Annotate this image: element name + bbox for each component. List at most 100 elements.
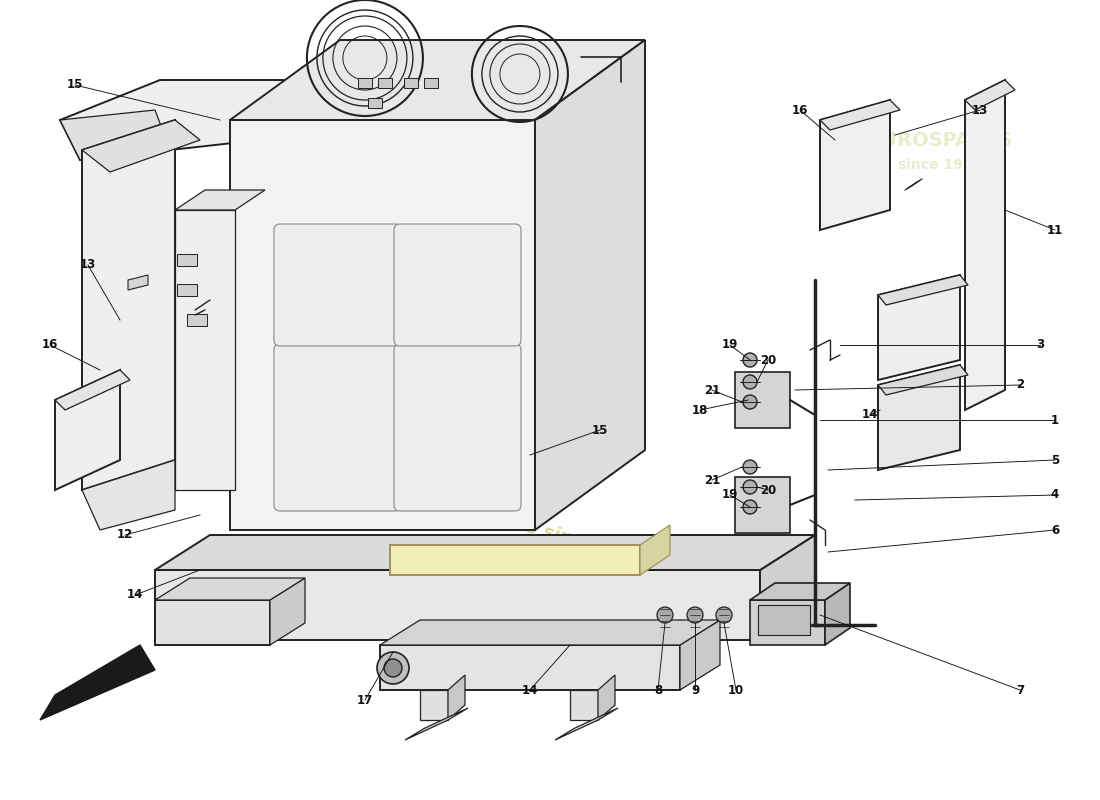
Polygon shape	[60, 80, 440, 160]
Text: 21: 21	[704, 383, 720, 397]
Polygon shape	[82, 120, 200, 172]
Polygon shape	[230, 40, 645, 120]
Polygon shape	[40, 645, 155, 720]
Polygon shape	[556, 708, 618, 740]
Polygon shape	[175, 210, 235, 490]
Text: 8: 8	[653, 683, 662, 697]
Polygon shape	[155, 600, 270, 645]
Text: EUROSPARES: EUROSPARES	[868, 130, 1012, 150]
Text: 14: 14	[126, 589, 143, 602]
Circle shape	[688, 607, 703, 623]
Text: 19: 19	[722, 338, 738, 351]
Polygon shape	[390, 545, 640, 575]
Polygon shape	[404, 78, 418, 88]
Text: 17: 17	[356, 694, 373, 706]
Polygon shape	[155, 570, 760, 640]
Polygon shape	[735, 372, 790, 428]
Text: 15: 15	[592, 423, 608, 437]
Polygon shape	[270, 578, 305, 645]
Polygon shape	[55, 370, 130, 410]
Polygon shape	[424, 78, 438, 88]
Polygon shape	[760, 535, 815, 640]
Circle shape	[742, 460, 757, 474]
Text: 18: 18	[692, 403, 708, 417]
Text: 6: 6	[1050, 523, 1059, 537]
Text: 13: 13	[80, 258, 96, 271]
Circle shape	[657, 607, 673, 623]
Text: 14: 14	[521, 683, 538, 697]
Polygon shape	[640, 525, 670, 575]
Polygon shape	[820, 100, 900, 130]
Polygon shape	[379, 645, 680, 690]
FancyBboxPatch shape	[274, 224, 402, 346]
Polygon shape	[448, 675, 465, 720]
Circle shape	[742, 480, 757, 494]
Text: 15: 15	[67, 78, 84, 91]
Text: 12: 12	[117, 529, 133, 542]
Polygon shape	[758, 605, 810, 635]
Circle shape	[742, 375, 757, 389]
Polygon shape	[750, 600, 825, 645]
Polygon shape	[820, 100, 890, 230]
Text: 19: 19	[722, 489, 738, 502]
Polygon shape	[378, 78, 392, 88]
Polygon shape	[878, 365, 968, 395]
Text: 20: 20	[760, 483, 777, 497]
Polygon shape	[368, 98, 382, 108]
Polygon shape	[60, 110, 170, 160]
Text: 16: 16	[792, 103, 808, 117]
Polygon shape	[420, 690, 448, 720]
Polygon shape	[750, 583, 850, 600]
Text: 11: 11	[1047, 223, 1063, 237]
Polygon shape	[155, 578, 305, 600]
Polygon shape	[128, 275, 148, 290]
Polygon shape	[735, 477, 790, 533]
Text: since 1985: since 1985	[898, 158, 982, 172]
FancyBboxPatch shape	[394, 344, 521, 511]
Text: 4: 4	[1050, 489, 1059, 502]
Text: 21: 21	[704, 474, 720, 486]
Polygon shape	[570, 690, 598, 720]
Text: 13: 13	[972, 103, 988, 117]
Polygon shape	[187, 314, 207, 326]
Text: 16: 16	[42, 338, 58, 351]
Circle shape	[716, 607, 732, 623]
Text: 1: 1	[1050, 414, 1059, 426]
Polygon shape	[55, 370, 120, 490]
Circle shape	[384, 659, 402, 677]
Polygon shape	[680, 620, 720, 690]
Polygon shape	[379, 620, 720, 645]
Polygon shape	[405, 708, 468, 740]
Circle shape	[377, 652, 409, 684]
Text: 5: 5	[1050, 454, 1059, 466]
Text: 20: 20	[760, 354, 777, 366]
Circle shape	[742, 500, 757, 514]
Text: 2: 2	[1016, 378, 1024, 391]
Polygon shape	[878, 275, 968, 305]
Polygon shape	[177, 254, 197, 266]
Circle shape	[742, 395, 757, 409]
Text: 3: 3	[1036, 338, 1044, 351]
Polygon shape	[825, 583, 850, 645]
Circle shape	[742, 353, 757, 367]
Polygon shape	[965, 80, 1005, 410]
Polygon shape	[82, 460, 175, 530]
Polygon shape	[358, 78, 372, 88]
Polygon shape	[878, 365, 960, 470]
FancyBboxPatch shape	[394, 224, 521, 346]
FancyBboxPatch shape	[274, 344, 402, 511]
Polygon shape	[878, 275, 960, 380]
Polygon shape	[155, 535, 815, 570]
Text: 7: 7	[1016, 683, 1024, 697]
Polygon shape	[965, 80, 1015, 110]
Polygon shape	[177, 284, 197, 296]
Text: 10: 10	[728, 683, 744, 697]
Polygon shape	[598, 675, 615, 720]
Text: 9: 9	[691, 683, 700, 697]
Polygon shape	[535, 40, 645, 530]
Polygon shape	[230, 120, 535, 530]
Text: 14: 14	[861, 409, 878, 422]
Polygon shape	[82, 120, 175, 490]
Text: a passion for parts since 1985: a passion for parts since 1985	[350, 472, 650, 568]
Polygon shape	[175, 190, 265, 210]
